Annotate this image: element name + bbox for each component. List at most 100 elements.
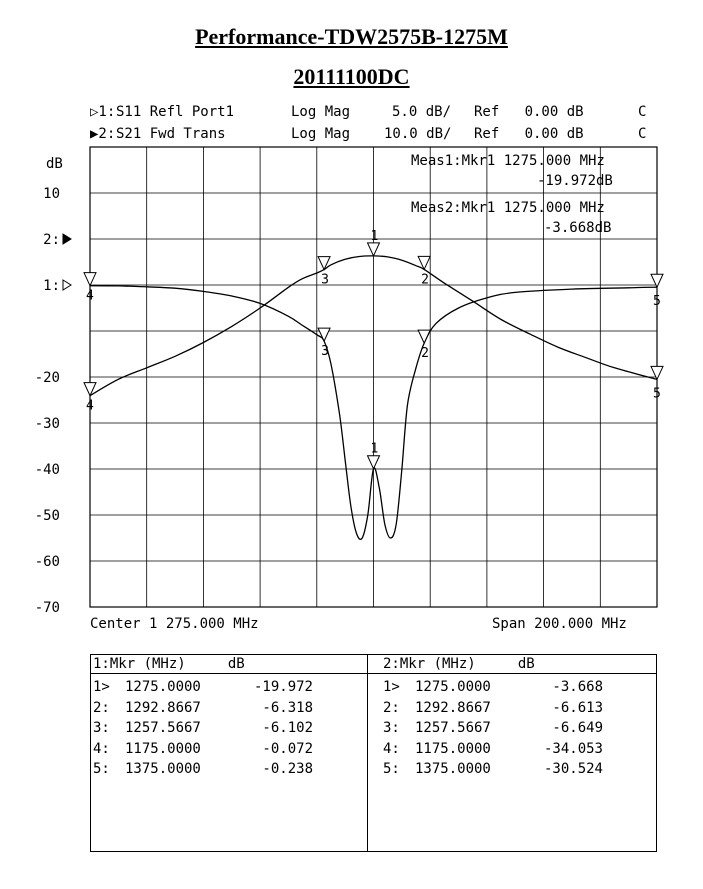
trace1-ref: Ref 0.00 dB: [474, 104, 584, 120]
left-table-row-id: 5:: [93, 761, 110, 777]
left-table-row-db-value: -6.102: [262, 720, 313, 736]
trace2-format: Log Mag: [291, 126, 351, 142]
left-table-row-id: 2:: [93, 699, 110, 716]
left-table-row-db-value: -0.072: [262, 740, 313, 757]
marker-triangle: [650, 365, 664, 381]
meas1-line2: -19.972dB: [537, 173, 613, 189]
trace1-format: Log Mag: [291, 104, 351, 120]
marker-table-left-header: 1:Mkr (MHz) dB: [93, 656, 245, 672]
trace1-reference-arrow: [62, 279, 72, 291]
trace1-prefix: ▷1:: [90, 104, 116, 120]
page-subtitle: 20111100DC: [293, 64, 410, 89]
s21-trace-line: [89, 255, 658, 397]
y-tick-label: -20: [35, 370, 60, 386]
right-table-row-frequency: 1375.0000: [415, 761, 491, 777]
right-table-row-db-value: -34.053: [543, 740, 603, 757]
marker-triangle: [417, 255, 431, 271]
marker-label: 2: [421, 272, 429, 287]
trace2-flag: C: [638, 126, 647, 142]
right-table-row-frequency: 1257.5667: [415, 720, 491, 736]
s21-marker-2: 2: [417, 255, 431, 287]
s11-marker-2: 2: [417, 329, 431, 361]
right-table-row-id: 1>: [383, 679, 400, 695]
marker-table-divider: [367, 654, 368, 852]
left-table-row-id: 1>: [93, 679, 110, 695]
span-label: Span 200.000 MHz: [492, 616, 627, 632]
marker-triangle: [317, 327, 331, 343]
left-table-row-db-value: -6.318: [262, 699, 313, 716]
s11-marker-4: 4: [83, 272, 97, 304]
left-table-row-frequency: 1257.5667: [125, 720, 201, 736]
y-tick-label: -50: [35, 508, 60, 524]
marker-label: 4: [86, 289, 94, 304]
trace1-name: S11 Refl Port1: [116, 104, 235, 120]
right-table-row-id: 3:: [383, 720, 400, 736]
y-tick-label: 1:: [43, 278, 60, 294]
right-table-row-id: 5:: [383, 761, 400, 777]
center-frequency-label: Center 1 275.000 MHz: [90, 616, 259, 632]
right-table-row-id: 2:: [383, 699, 400, 716]
left-table-row-id: 3:: [93, 720, 110, 736]
right-table-row-id: 4:: [383, 740, 400, 757]
left-table-row-db-value: -19.972: [253, 679, 313, 695]
marker-triangle: [83, 272, 97, 287]
marker-triangle: [417, 329, 431, 345]
left-table-row-frequency: 1275.0000: [125, 679, 201, 695]
marker-label: 1: [371, 442, 379, 457]
s21-marker-1: 1: [366, 229, 381, 258]
s21-marker-4: 4: [83, 382, 97, 414]
s11-marker-5: 5: [650, 273, 664, 309]
marker-triangle: [366, 455, 381, 470]
y-unit-label: dB: [46, 156, 63, 172]
y-tick-label: 10: [43, 186, 60, 202]
right-table-row-db-value: -6.613: [552, 699, 603, 716]
trace2-reference-arrow: [62, 233, 72, 245]
left-table-row-db-value: -0.238: [262, 761, 313, 777]
marker-label: 5: [653, 294, 661, 309]
left-table-row-frequency: 1375.0000: [125, 761, 201, 777]
marker-label: 3: [321, 273, 329, 288]
trace-markers: 1 2 3 4 5 1 2 3 4 5: [83, 229, 664, 470]
y-tick-label: -60: [35, 554, 60, 570]
trace2-ref: Ref 0.00 dB: [474, 126, 584, 142]
marker-label: 5: [653, 386, 661, 401]
s21-marker-5: 5: [650, 365, 664, 401]
marker-triangle: [83, 382, 97, 397]
right-table-row-db-value: -30.524: [543, 761, 603, 777]
page-title: Performance-TDW2575B-1275M: [195, 24, 508, 49]
meas2-line1: Meas2:Mkr1 1275.000 MHz: [411, 200, 605, 216]
left-table-row-frequency: 1292.8667: [125, 699, 201, 716]
marker-table-header-rule: [90, 673, 657, 674]
left-table-row-frequency: 1175.0000: [125, 740, 201, 757]
marker-triangle: [650, 273, 664, 289]
meas2-line2: -3.668dB: [544, 220, 612, 236]
trace2-prefix: ▶2:: [90, 126, 116, 142]
s11-trace-line: [89, 285, 658, 540]
trace2-scale: 10.0 dB/: [384, 126, 452, 142]
right-table-row-db-value: -6.649: [552, 720, 603, 736]
right-table-row-db-value: -3.668: [552, 679, 603, 695]
right-table-row-frequency: 1175.0000: [415, 740, 491, 757]
marker-triangle: [366, 242, 381, 258]
meas1-line1: Meas1:Mkr1 1275.000 MHz: [411, 153, 605, 169]
marker-table-right-header: 2:Mkr (MHz) dB: [383, 656, 535, 672]
network-analyzer-chart: 10 2: 1: -20 -30 -40 -50 -60 -70 1 2 3 4 5 1 2 3 4 5: [35, 146, 664, 616]
right-table-row-frequency: 1275.0000: [415, 679, 491, 695]
s21-marker-3: 3: [317, 256, 331, 288]
trace1-flag: C: [638, 104, 647, 120]
y-tick-labels: 10 2: 1: -20 -30 -40 -50 -60 -70: [35, 186, 60, 616]
reference-arrows: [62, 233, 72, 291]
chart-grid: [89, 146, 658, 608]
left-table-row-id: 4:: [93, 740, 110, 757]
trace2-name: S21 Fwd Trans: [116, 126, 226, 142]
y-tick-label: -30: [35, 416, 60, 432]
y-tick-label: -70: [35, 600, 60, 616]
marker-label: 4: [86, 399, 94, 414]
y-tick-label: 2:: [43, 232, 60, 248]
trace-lines: [89, 255, 658, 540]
trace1-scale: 5.0 dB/: [392, 104, 452, 120]
marker-table: [90, 654, 657, 852]
marker-label: 2: [421, 346, 429, 361]
right-table-row-frequency: 1292.8667: [415, 699, 491, 716]
marker-label: 3: [321, 344, 329, 359]
